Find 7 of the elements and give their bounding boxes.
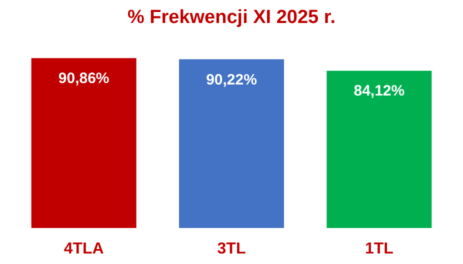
data-label: 90,86% <box>58 70 110 88</box>
chart-title: % Frekwencji XI 2025 r. <box>127 7 336 28</box>
data-label: 90,22% <box>206 71 257 88</box>
x-tick-label: 4TLA <box>64 240 104 258</box>
data-label: 84,12% <box>354 82 405 100</box>
x-tick-label: 1TL <box>364 240 394 258</box>
x-tick-label: 3TL <box>217 240 246 258</box>
